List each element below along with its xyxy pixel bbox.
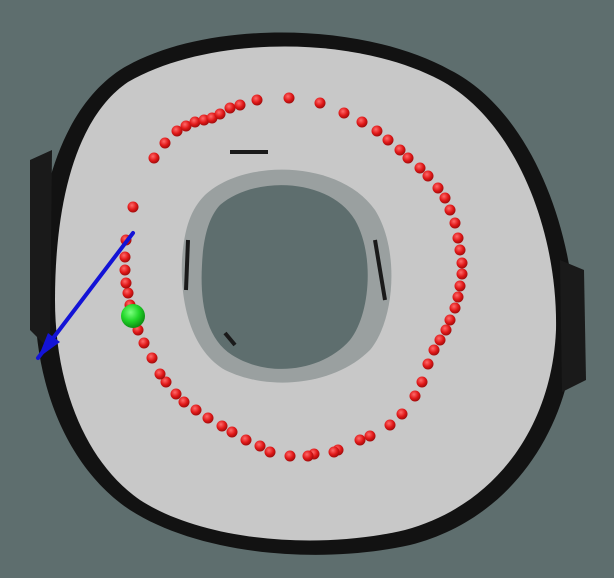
robot-position-icon[interactable] [121,304,145,328]
path-point [429,345,440,356]
path-point [445,205,456,216]
path-point [455,281,466,292]
path-point [441,325,452,336]
path-point [339,108,350,119]
scan-artifact [186,240,188,290]
path-point [417,377,428,388]
path-point [128,202,139,213]
path-point [450,303,461,314]
path-point [179,397,190,408]
path-point [120,265,131,276]
path-point [284,93,295,104]
path-point [147,353,158,364]
path-point [171,389,182,400]
path-point [217,421,228,432]
path-point [203,413,214,424]
path-point [372,126,383,137]
path-point [403,153,414,164]
inner-unknown-area [202,185,368,369]
path-point [423,359,434,370]
path-point [227,427,238,438]
path-point [191,405,202,416]
path-point [395,145,406,156]
path-point [450,218,461,229]
path-point [453,233,464,244]
path-point [365,431,376,442]
path-point [225,103,236,114]
path-point [121,278,132,289]
path-point [453,292,464,303]
path-point [355,435,366,446]
path-point [383,135,394,146]
path-point [433,183,444,194]
path-point [385,420,396,431]
path-point [410,391,421,402]
path-point [252,95,263,106]
path-point [241,435,252,446]
path-point [255,441,266,452]
path-point [149,153,160,164]
path-point [435,335,446,346]
path-point [215,109,226,120]
path-point [397,409,408,420]
path-point [415,163,426,174]
path-point [440,193,451,204]
path-point [285,451,296,462]
path-point [160,138,171,149]
path-point [457,269,468,280]
path-point [455,245,466,256]
path-point [265,447,276,458]
path-point [155,369,166,380]
path-point [139,338,150,349]
path-point [423,171,434,182]
path-point [235,100,246,111]
wall-fragment-right [560,260,586,392]
wall-fragment-left [30,150,52,350]
path-point [303,451,314,462]
path-point [457,258,468,269]
path-point [315,98,326,109]
path-point [329,447,340,458]
path-point [445,315,456,326]
path-point [123,288,134,299]
path-point [357,117,368,128]
path-point [120,252,131,263]
